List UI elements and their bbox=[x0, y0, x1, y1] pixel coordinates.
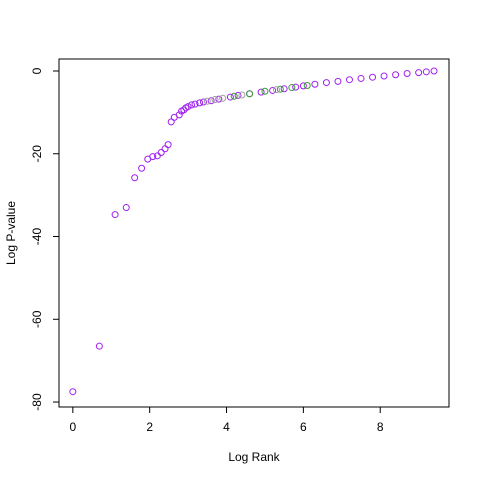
plot-frame bbox=[58, 58, 450, 408]
point bbox=[357, 74, 365, 82]
point bbox=[215, 95, 223, 103]
point bbox=[95, 342, 103, 350]
point bbox=[211, 96, 219, 104]
point bbox=[272, 86, 280, 94]
y-tick-label: -60 bbox=[30, 310, 44, 328]
point bbox=[311, 80, 319, 88]
y-tick-label: -40 bbox=[30, 228, 44, 246]
point bbox=[175, 111, 183, 119]
point bbox=[415, 69, 423, 77]
point bbox=[403, 69, 411, 77]
point bbox=[207, 97, 215, 105]
point bbox=[157, 149, 165, 157]
point bbox=[184, 103, 192, 111]
y-tick-label: -80 bbox=[30, 393, 44, 411]
point bbox=[69, 388, 77, 396]
point bbox=[230, 92, 238, 100]
x-tick-label: 0 bbox=[69, 420, 76, 434]
point bbox=[203, 97, 211, 105]
point bbox=[122, 204, 130, 212]
point bbox=[303, 81, 311, 89]
point bbox=[191, 100, 199, 108]
point bbox=[149, 153, 157, 161]
y-axis-label: Log P-value bbox=[4, 201, 18, 265]
point bbox=[299, 82, 307, 90]
point bbox=[280, 85, 288, 93]
y-tick-label: -20 bbox=[30, 145, 44, 163]
point bbox=[422, 68, 430, 76]
point bbox=[161, 145, 169, 153]
point bbox=[188, 101, 196, 109]
x-tick-label: 8 bbox=[377, 420, 384, 434]
point bbox=[288, 84, 296, 92]
point bbox=[219, 94, 227, 102]
point bbox=[111, 211, 119, 219]
point bbox=[392, 71, 400, 79]
point bbox=[369, 73, 377, 81]
point bbox=[380, 72, 388, 80]
x-tick-label: 2 bbox=[146, 420, 153, 434]
point bbox=[257, 88, 265, 96]
point bbox=[226, 93, 234, 101]
point bbox=[131, 174, 139, 182]
point bbox=[196, 99, 204, 107]
point bbox=[292, 83, 300, 91]
point bbox=[180, 106, 188, 114]
point bbox=[345, 76, 353, 84]
x-tick-label: 6 bbox=[300, 420, 307, 434]
point bbox=[322, 79, 330, 87]
point bbox=[269, 86, 277, 94]
point bbox=[276, 85, 284, 93]
point bbox=[138, 164, 146, 172]
point bbox=[261, 87, 269, 95]
point bbox=[430, 67, 438, 75]
point bbox=[334, 77, 342, 85]
point bbox=[199, 98, 207, 106]
point bbox=[164, 141, 172, 149]
point bbox=[234, 91, 242, 99]
x-axis-label: Log Rank bbox=[228, 450, 280, 464]
x-tick-label: 4 bbox=[223, 420, 230, 434]
point bbox=[238, 91, 246, 99]
point bbox=[246, 90, 254, 98]
y-tick-label: 0 bbox=[30, 67, 44, 74]
